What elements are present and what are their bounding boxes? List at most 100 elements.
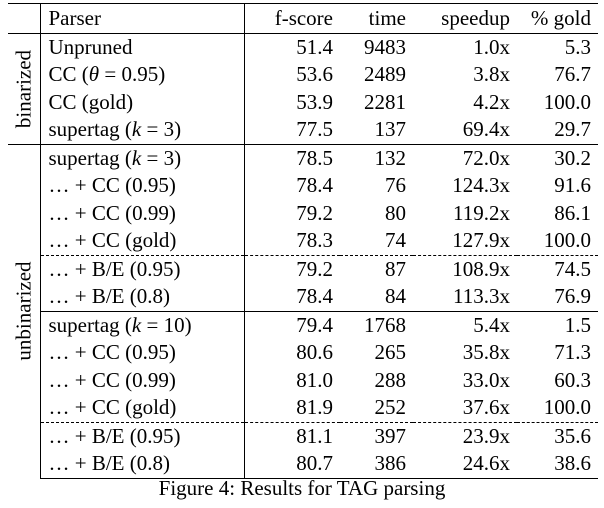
group-label-binarized-cell: binarized [8, 33, 41, 144]
gold-cell: 91.6 [554, 173, 591, 198]
gold-cell: 29.7 [554, 117, 591, 142]
speedup-cell: 3.8x [473, 62, 510, 87]
parser-cell: … + B/E (0.95) [40, 254, 245, 283]
table-row: … + CC (0.95) 78.4 76 124.3x 91.6 [8, 172, 598, 200]
figure-caption: Figure 4: Results for TAG parsing [158, 476, 446, 500]
speedup-cell: 108.9x [413, 254, 517, 283]
table-row: … + B/E (0.8) 80.7 386 24.6x 38.6 [8, 450, 598, 479]
fscore-cell: 80.6 [296, 340, 333, 365]
parser-cell: … + CC (gold) [40, 227, 245, 255]
speedup-cell: 69.4x [462, 117, 510, 142]
time-cell: 265 [374, 340, 407, 365]
gold-cell: 35.6 [517, 421, 598, 450]
table-row: CC (gold) 53.9 2281 4.2x 100.0 [8, 88, 598, 116]
speedup-cell: 127.9x [452, 228, 510, 253]
speedup-cell: 113.3x [453, 284, 510, 309]
table-row: … + CC (0.99) 81.0 288 33.0x 60.3 [8, 366, 598, 394]
time-cell: 87 [340, 254, 413, 283]
speedup-cell: 4.2x [473, 89, 510, 114]
time-cell: 386 [340, 450, 413, 479]
fscore-cell: 79.4 [244, 310, 340, 339]
time-cell: 76 [385, 173, 406, 198]
time-cell: 132 [340, 143, 413, 172]
fscore-cell: 77.5 [296, 117, 333, 142]
fscore-cell: 51.4 [296, 34, 333, 59]
parser-cell: … + B/E (0.8) [40, 283, 245, 311]
gold-cell: 1.5 [517, 310, 598, 339]
speedup-cell: 1.0x [473, 34, 510, 59]
table-row: CC (θ = 0.95) 53.6 2489 3.8x 76.7 [8, 61, 598, 89]
time-cell: 1768 [340, 310, 413, 339]
fscore-cell: 78.4 [296, 284, 333, 309]
parser-cell: CC (gold) [40, 88, 245, 116]
time-cell: 2489 [364, 62, 406, 87]
table-row: … + B/E (0.95) 79.2 87 108.9x 74.5 [8, 254, 598, 283]
header-fscore: f-score [244, 3, 340, 34]
time-cell: 2281 [364, 89, 406, 114]
table-row: supertag (k = 3) 77.5 137 69.4x 29.7 [8, 116, 598, 144]
parser-cell: supertag (k = 10) [40, 310, 245, 339]
gold-cell: 74.5 [517, 254, 598, 283]
time-cell: 288 [374, 367, 407, 392]
group-label-unbinarized: unbinarized [11, 261, 36, 361]
fscore-cell: 80.7 [244, 450, 340, 479]
math-variable: k [131, 145, 142, 170]
parser-cell: supertag (k = 3) [40, 143, 245, 172]
math-variable: k [131, 117, 142, 142]
table-header-row: Parser f-score time speedup % gold [8, 3, 598, 34]
fscore-cell: 78.3 [296, 228, 333, 253]
parser-cell: … + CC (0.95) [40, 339, 245, 367]
speedup-cell: 72.0x [413, 143, 517, 172]
gold-cell: 30.2 [517, 143, 598, 172]
parser-cell: … + CC (0.99) [40, 366, 245, 394]
parser-cell: … + CC (0.95) [40, 172, 245, 200]
fscore-cell: 81.0 [296, 367, 333, 392]
header-speedup: speedup [413, 3, 517, 34]
gold-cell: 86.1 [554, 200, 591, 225]
header-gold: % gold [517, 3, 598, 34]
speedup-cell: 119.2x [453, 200, 510, 225]
table-row: … + CC (gold) 81.9 252 37.6x 100.0 [8, 394, 598, 422]
fscore-cell: 79.2 [296, 200, 333, 225]
time-cell: 397 [340, 421, 413, 450]
speedup-cell: 35.8x [462, 340, 510, 365]
fscore-cell: 81.9 [296, 395, 333, 420]
table-row: … + CC (gold) 78.3 74 127.9x 100.0 [8, 227, 598, 255]
time-cell: 252 [374, 395, 407, 420]
time-cell: 84 [385, 284, 406, 309]
gold-cell: 100.0 [543, 89, 591, 114]
math-variable: k [131, 312, 142, 337]
table-row: … + B/E (0.8) 78.4 84 113.3x 76.9 [8, 283, 598, 311]
gold-cell: 60.3 [554, 367, 591, 392]
speedup-cell: 37.6x [462, 395, 510, 420]
table-row: unbinarized supertag (k = 3) 78.5 132 72… [8, 143, 598, 478]
parser-cell: CC (θ = 0.95) [40, 61, 245, 89]
group-label-unbinarized-cell: unbinarized [8, 143, 41, 478]
table-row: … + CC (0.95) 80.6 265 35.8x 71.3 [8, 339, 598, 367]
time-cell: 80 [385, 200, 406, 225]
parser-cell: … + B/E (0.8) [40, 450, 245, 479]
gold-cell: 71.3 [554, 340, 591, 365]
parser-cell: supertag (k = 3) [40, 116, 245, 144]
parser-cell: … + CC (gold) [40, 394, 245, 422]
parser-cell: … + CC (0.99) [40, 199, 245, 227]
header-time: time [340, 3, 413, 34]
time-cell: 74 [385, 228, 406, 253]
parser-cell: Unpruned [40, 33, 245, 61]
fscore-cell: 53.9 [296, 89, 333, 114]
speedup-cell-best: 124.3x [452, 173, 510, 198]
gold-cell: 76.7 [554, 62, 591, 87]
table-row: supertag (k = 10) 79.4 1768 5.4x 1.5 [8, 310, 598, 339]
group-header-cell [8, 3, 41, 34]
time-cell: 9483 [364, 34, 406, 59]
fscore-cell: 53.6 [296, 62, 333, 87]
gold-cell: 100.0 [543, 228, 591, 253]
table-row: … + B/E (0.95) 81.1 397 23.9x 35.6 [8, 421, 598, 450]
table-row: … + CC (0.99) 79.2 80 119.2x 86.1 [8, 199, 598, 227]
speedup-cell: 5.4x [413, 310, 517, 339]
table-row: binarized Unpruned 51.4 9483 1.0x 5.3 [8, 33, 598, 144]
fscore-cell: 78.5 [244, 143, 340, 172]
gold-cell: 38.6 [517, 450, 598, 479]
fscore-cell: 81.1 [244, 421, 340, 450]
math-variable: θ [88, 62, 100, 87]
